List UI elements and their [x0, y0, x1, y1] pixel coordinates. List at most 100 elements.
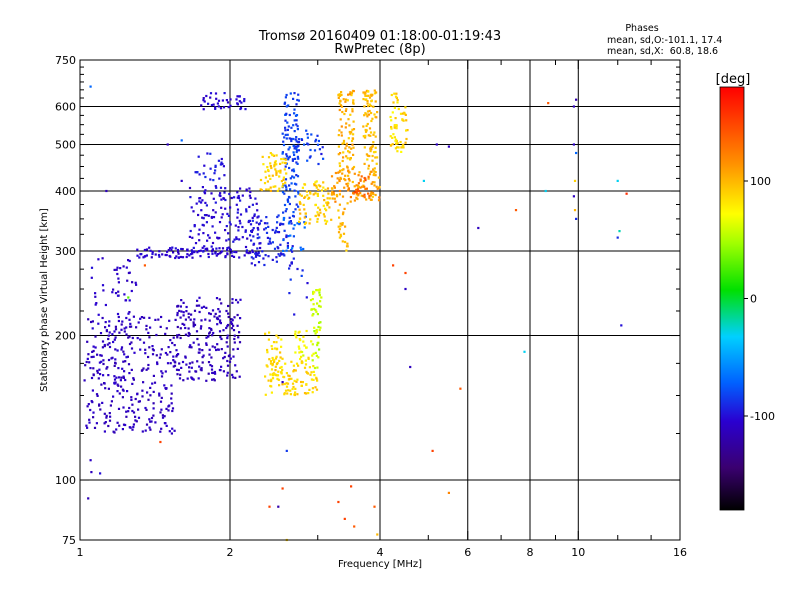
data-point: [237, 336, 240, 339]
data-point: [120, 346, 124, 349]
data-point: [144, 348, 147, 351]
data-point: [251, 249, 254, 252]
data-point: [339, 225, 342, 228]
y-tick-label: 750: [55, 54, 76, 67]
data-point: [197, 213, 200, 217]
data-point: [113, 378, 117, 381]
data-point: [256, 209, 259, 212]
data-point: [101, 340, 105, 343]
data-point: [308, 366, 311, 369]
data-point: [304, 363, 308, 366]
data-point: [111, 291, 114, 294]
data-point: [285, 249, 288, 252]
data-point: [214, 164, 217, 167]
data-point: [200, 367, 203, 370]
data-point: [289, 220, 292, 223]
data-point: [211, 371, 214, 374]
data-point: [306, 194, 309, 197]
data-point: [344, 98, 348, 101]
data-point: [292, 124, 295, 127]
data-point: [365, 187, 368, 190]
data-point: [186, 248, 189, 251]
data-point: [396, 150, 399, 153]
data-point: [210, 104, 213, 107]
data-point: [306, 136, 309, 139]
data-point: [102, 289, 105, 292]
data-point: [339, 169, 342, 172]
data-point: [124, 299, 128, 302]
data-point: [156, 362, 159, 366]
data-point: [352, 120, 355, 123]
data-point: [291, 382, 295, 385]
data-point: [96, 353, 99, 356]
data-point: [94, 292, 97, 295]
data-point: [204, 189, 207, 192]
data-point: [233, 334, 236, 337]
data-point: [116, 294, 120, 297]
data-point: [229, 320, 232, 324]
data-point: [326, 204, 329, 207]
data-point: [181, 256, 185, 259]
data-point: [269, 186, 272, 189]
data-point: [263, 222, 267, 225]
data-point: [152, 407, 155, 410]
data-point: [139, 338, 142, 341]
data-point: [239, 107, 242, 111]
data-point: [337, 96, 340, 99]
data-point: [575, 98, 578, 101]
data-point: [391, 143, 394, 146]
data-point: [320, 152, 323, 156]
data-point: [177, 353, 180, 356]
data-point: [312, 378, 315, 381]
data-point: [307, 143, 310, 146]
data-point: [318, 291, 321, 294]
data-point: [349, 196, 352, 199]
data-point: [117, 407, 121, 410]
colorbar-unit-label: [deg]: [716, 72, 751, 87]
data-point: [200, 104, 203, 107]
data-point: [275, 172, 278, 175]
data-point: [91, 327, 94, 330]
data-point: [277, 253, 280, 256]
data-point: [284, 158, 287, 161]
data-point: [193, 250, 196, 253]
data-point: [305, 129, 308, 132]
data-point: [395, 92, 398, 95]
data-point: [339, 233, 342, 236]
data-point: [140, 369, 143, 372]
data-point: [391, 111, 394, 114]
data-point: [189, 196, 192, 199]
data-point: [276, 377, 279, 380]
data-point: [92, 345, 95, 348]
data-point: [201, 246, 204, 249]
data-point: [94, 335, 97, 338]
data-point: [123, 330, 126, 333]
data-point: [208, 319, 211, 322]
data-point: [374, 146, 377, 149]
data-point: [334, 200, 337, 203]
data-point: [102, 374, 105, 377]
data-point: [303, 196, 306, 199]
data-point: [296, 125, 299, 128]
data-point: [188, 366, 191, 369]
data-point: [141, 430, 144, 433]
data-point: [390, 93, 393, 97]
data-point: [322, 186, 325, 189]
data-point: [92, 355, 95, 358]
data-point: [284, 178, 288, 181]
data-point: [620, 324, 623, 327]
data-point: [139, 348, 142, 351]
data-point: [241, 194, 244, 197]
data-point: [363, 185, 366, 188]
data-point: [337, 225, 340, 228]
data-point: [295, 362, 299, 365]
data-point: [228, 354, 231, 357]
data-point: [292, 137, 295, 141]
data-point: [291, 250, 294, 253]
data-point: [89, 408, 92, 412]
data-point: [196, 360, 199, 363]
data-point: [228, 192, 231, 196]
data-point: [324, 188, 327, 191]
data-point: [308, 222, 311, 225]
